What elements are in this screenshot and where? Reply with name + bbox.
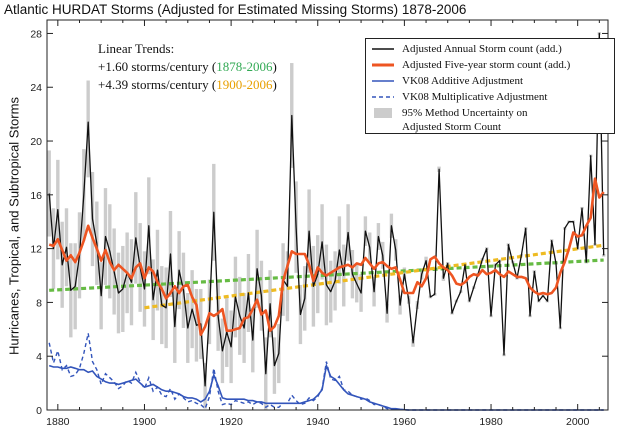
x-tick-label: 1980 [479,416,503,428]
trend-heading: Linear Trends: [98,41,175,56]
x-tick-label: 1920 [219,416,243,428]
legend-multiplicative-swatch [372,96,394,98]
annual-count-line [48,32,605,387]
storm-count-lines [48,32,605,387]
x-tick-label: 1880 [46,416,70,428]
y-tick-label: 4 [36,351,42,363]
x-tick-label: 1960 [393,416,417,428]
five-year-count-line [48,177,605,337]
legend-additive-swatch [372,80,394,82]
trend-1878-text: +1.60 storms/century (1878-2006) [98,59,277,74]
legend-annual-swatch [372,48,394,50]
legend-uncertainty-swatch [374,108,392,118]
x-tick-label: 1900 [133,416,157,428]
y-tick-label: 12 [30,244,42,256]
legend-five-year-swatch [372,63,394,67]
y-tick-label: 20 [30,136,42,148]
trend-line-1878-2006 [49,258,604,292]
y-tick-label: 0 [36,405,42,417]
y-tick-label: 8 [36,297,42,309]
adjustment-lines [48,333,604,411]
axis-ticks: 0 4 8 12 16 20 24 28 1880 1900 1920 1940 1960 1980 200… [30,20,608,428]
x-tick-label: 2000 [566,416,590,428]
x-tick-label: 1940 [306,416,330,428]
y-tick-label: 24 [30,82,42,94]
plot-frame [46,19,609,411]
chart-title: Atlantic HURDAT Storms (Adjusted for Est… [4,2,467,17]
multiplicative-adjustment-line [48,333,604,411]
trend-annotation: Linear Trends: +1.60 storms/century (187… [98,40,277,94]
uncertainty-bar [601,254,606,257]
y-tick-label: 28 [30,28,42,40]
trend-1900-text: +4.39 storms/century (1900-2006) [98,77,277,92]
uncertainty-bar [47,150,51,237]
y-tick-label: 16 [30,190,42,202]
additive-adjustment-line [48,362,604,411]
chart-legend: Adjusted Annual Storm count (add.) Adjus… [365,38,615,134]
